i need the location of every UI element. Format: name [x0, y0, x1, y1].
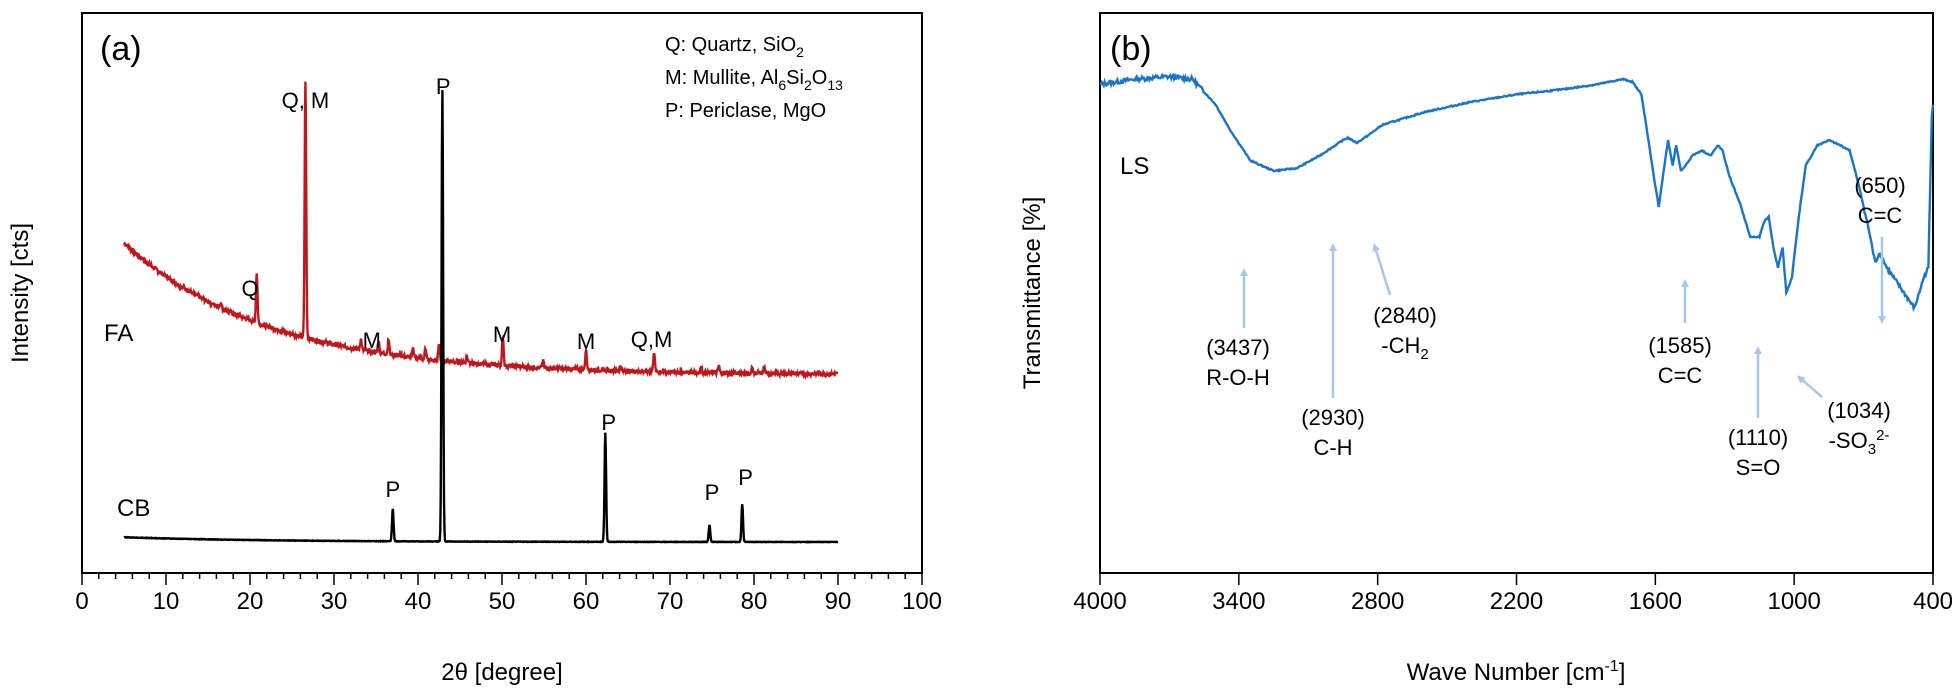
legend-quartz: Q: Quartz, SiO2	[665, 34, 804, 60]
panel-b-series	[1099, 72, 1935, 313]
panel-b-x-axis-title: Wave Number [cm-1]	[1407, 658, 1626, 686]
cb-peak-label: P	[601, 410, 616, 435]
fa-peak-label: M	[577, 329, 595, 354]
series-line-fa	[123, 81, 838, 381]
x-tick-label: 1000	[1767, 588, 1820, 615]
panel-b-label: (b)	[1110, 30, 1152, 68]
panel-a-label: (a)	[100, 30, 142, 68]
x-tick-label: 80	[741, 588, 768, 615]
x-tick-label: 50	[489, 588, 516, 615]
panel-a-x-ticks: 0 10 20 30 40 50 60 70 80 90 100	[75, 573, 942, 615]
annotation-3437-group: R-O-H	[1206, 365, 1270, 390]
annotation-2840-wavenumber: (2840)	[1373, 303, 1437, 328]
x-tick-label: 2800	[1351, 588, 1404, 615]
x-tick-label: 4000	[1073, 588, 1126, 615]
annotation-1585-group: C=C	[1658, 363, 1703, 388]
x-tick-label: 0	[75, 588, 88, 615]
annotation-3437-wavenumber: (3437)	[1206, 335, 1270, 360]
panel-b: (b) LS 4000 3400 2800 2200 1600 1000 400 (3437…	[1019, 12, 1953, 686]
cb-peak-label: P	[705, 480, 720, 505]
series-line-cb	[123, 90, 839, 544]
x-tick-label: 90	[825, 588, 852, 615]
annotation-2930-group: C-H	[1313, 435, 1352, 460]
fa-peak-label: Q	[241, 276, 258, 301]
panel-a-frame	[81, 12, 923, 574]
panel-a-x-axis-title: 2θ [degree]	[441, 659, 562, 686]
annotation-2930-wavenumber: (2930)	[1301, 405, 1365, 430]
x-tick-label: 30	[321, 588, 348, 615]
cb-peak-label: P	[385, 477, 400, 502]
x-tick-label: 60	[573, 588, 600, 615]
cb-peak-label: P	[436, 74, 451, 99]
x-tick-label: 40	[405, 588, 432, 615]
x-tick-label: 2200	[1490, 588, 1543, 615]
annotation-1110-wavenumber: (1110)	[1728, 425, 1788, 450]
legend-periclase: P: Periclase, MgO	[665, 100, 826, 122]
annotation-650-wavenumber: (650)	[1854, 173, 1905, 198]
fa-peak-label: Q,M	[631, 327, 673, 352]
x-tick-label: 10	[153, 588, 180, 615]
annotation-2840-group: -CH2	[1381, 333, 1428, 363]
cb-peak-label: P	[738, 465, 753, 490]
series-label-ls: LS	[1120, 153, 1149, 180]
panel-a: (a) Q: Quartz, SiO2 M: Mullite, Al6Si2O1…	[7, 12, 942, 686]
x-tick-label: 3400	[1212, 588, 1265, 615]
series-line-ls	[1099, 72, 1935, 313]
annotation-1034-wavenumber: (1034)	[1827, 398, 1891, 423]
fa-peak-label: M	[493, 322, 511, 347]
annotation-1110-group: S=O	[1736, 455, 1781, 480]
fa-peak-label: Q, M	[282, 88, 330, 113]
legend-mullite: M: Mullite, Al6Si2O13	[665, 67, 843, 93]
annotation-1585-wavenumber: (1585)	[1648, 333, 1712, 358]
panel-b-annotation-arrows	[1240, 237, 1886, 418]
series-label-fa: FA	[104, 320, 133, 347]
annotation-arrow	[1796, 375, 1823, 398]
x-tick-label: 1600	[1629, 588, 1682, 615]
panel-a-legend: Q: Quartz, SiO2 M: Mullite, Al6Si2O13 P:…	[665, 34, 843, 122]
annotation-650-group: C=C	[1858, 203, 1903, 228]
fa-peak-label: M	[363, 328, 381, 353]
series-label-cb: CB	[117, 495, 150, 522]
x-tick-label: 70	[657, 588, 684, 615]
annotation-1034-group: -SO32-	[1829, 427, 1890, 458]
panel-b-annotations: (3437) R-O-H (2930) C-H (2840) -CH2 (158…	[1206, 173, 1905, 480]
panel-b-y-axis-title: Transmittance [%]	[1019, 197, 1046, 390]
panel-a-y-axis-title: Intensity [cts]	[7, 223, 34, 363]
panel-a-series	[123, 81, 839, 544]
x-tick-label: 20	[237, 588, 264, 615]
x-tick-label: 100	[902, 588, 942, 615]
x-tick-label: 400	[1913, 588, 1953, 615]
annotation-arrow	[1372, 243, 1392, 296]
panel-b-frame	[1099, 12, 1934, 574]
panel-b-x-ticks: 4000 3400 2800 2200 1600 1000 400	[1073, 573, 1953, 615]
